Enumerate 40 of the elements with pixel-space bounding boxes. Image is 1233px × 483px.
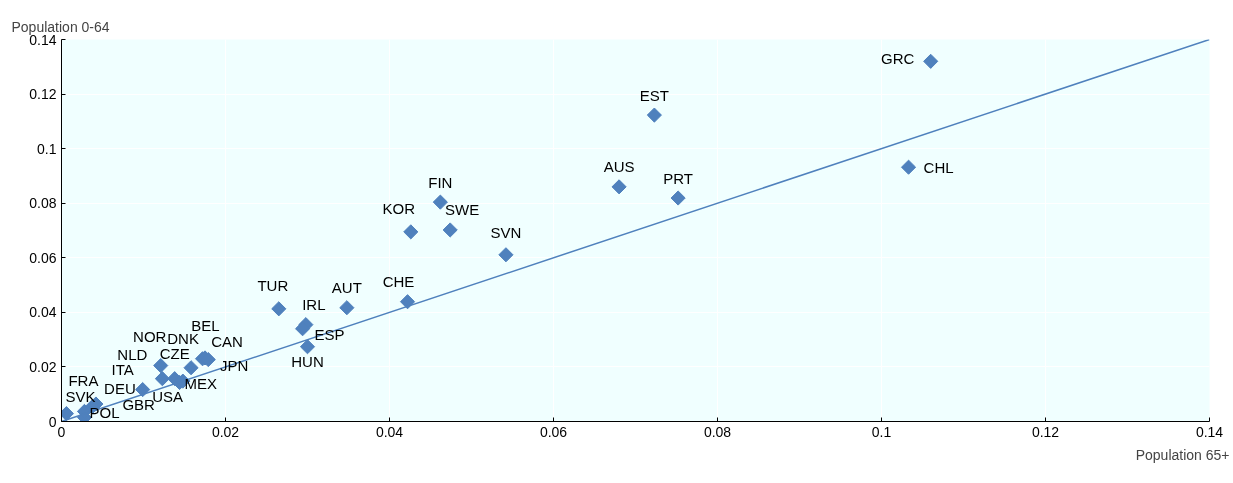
annotation: SVN — [490, 224, 522, 242]
annotation: POL — [89, 403, 120, 421]
annotation: HUN — [291, 353, 324, 371]
y-tick-label: 0.04 — [29, 304, 57, 321]
annotation: ITA — [111, 361, 134, 379]
annotation: SWE — [445, 201, 480, 219]
y-tick-label: 0.1 — [37, 140, 57, 157]
annotation: AUS — [603, 158, 635, 176]
annotation: AUT — [331, 279, 362, 297]
annotation: CZE — [159, 345, 190, 363]
annotation: KOR — [382, 200, 416, 218]
y-tick-label: 0.02 — [29, 358, 57, 375]
annotation: CHL — [923, 158, 954, 176]
annotation: FRA — [68, 371, 99, 389]
x-tick-label: 0.08 — [703, 423, 732, 440]
annotation: NLD — [117, 346, 148, 364]
annotation: TUR — [257, 277, 289, 295]
annotation: DEU — [104, 379, 136, 397]
annotation: CHE — [382, 273, 415, 291]
annotation: MEX — [184, 374, 218, 392]
x-axis-title: Population 65+ — [1135, 446, 1230, 463]
y-tick-label: 0.08 — [29, 195, 57, 212]
annotation: GRC — [881, 49, 915, 67]
y-tick-label: 0.06 — [29, 249, 57, 266]
annotation: NOR — [133, 328, 167, 346]
annotation: SVK — [65, 388, 96, 406]
annotation: ESP — [314, 326, 345, 344]
x-tick-label: 0.04 — [375, 423, 404, 440]
x-tick-label: 0.14 — [1195, 423, 1224, 440]
annotation: IRL — [302, 296, 326, 314]
x-tick-label: 0.06 — [539, 423, 568, 440]
annotation: PRT — [663, 169, 694, 187]
annotation: EST — [639, 86, 669, 104]
annotation: CAN — [211, 333, 243, 351]
x-tick-label: 0.12 — [1031, 423, 1060, 440]
x-tick-label: 0.02 — [211, 423, 240, 440]
y-tick-label: 0.12 — [29, 86, 57, 103]
x-tick-label: 0.1 — [871, 423, 892, 440]
annotation: JPN — [220, 357, 249, 375]
annotation: FIN — [428, 173, 453, 191]
